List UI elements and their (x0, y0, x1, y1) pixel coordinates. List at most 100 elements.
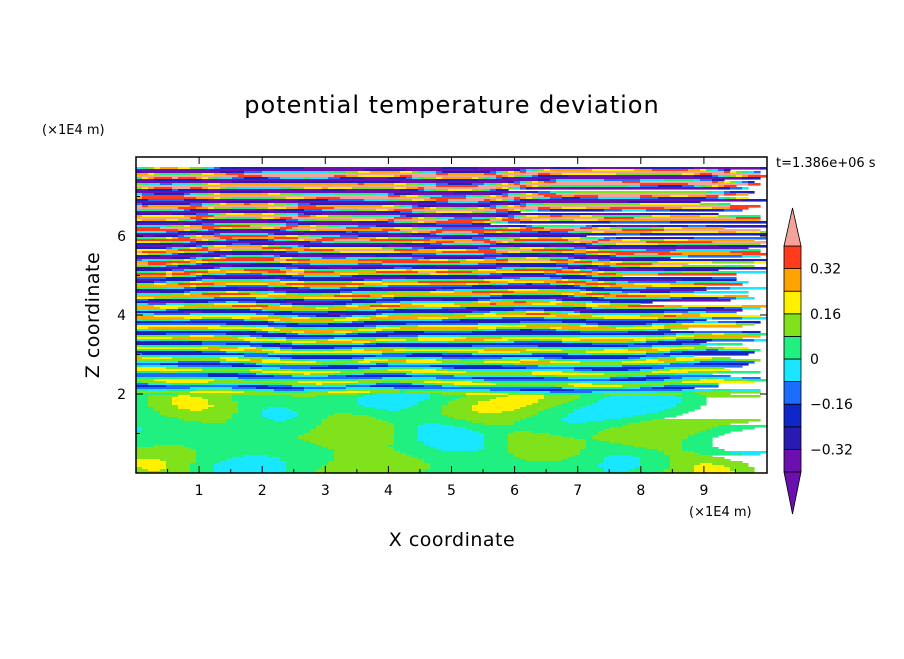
field-cell (724, 171, 731, 174)
field-cell (526, 301, 551, 304)
field-cell (478, 179, 539, 182)
field-cell (136, 273, 167, 276)
field-cell (280, 373, 305, 376)
field-cell (202, 291, 209, 294)
field-cell (538, 197, 551, 200)
field-cell (556, 405, 587, 408)
field-cell (574, 241, 581, 244)
field-cell (262, 409, 293, 412)
field-cell (640, 363, 659, 366)
field-cell (316, 215, 329, 218)
field-cell (520, 203, 527, 206)
field-cell (664, 323, 671, 326)
field-cell (664, 271, 683, 274)
field-cell (274, 335, 305, 338)
field-cell (682, 393, 701, 396)
field-cell (328, 389, 347, 392)
field-cell (580, 273, 587, 276)
field-cell (382, 279, 407, 282)
field-cell (664, 207, 683, 210)
field-cell (628, 387, 641, 390)
field-cell (640, 167, 653, 170)
field-cell (514, 211, 521, 214)
field-cell (184, 277, 203, 280)
field-cell (238, 239, 269, 242)
field-cell (136, 173, 149, 176)
field-cell (508, 451, 581, 454)
field-cell (340, 371, 413, 374)
field-cell (286, 293, 299, 296)
field-cell (556, 375, 617, 378)
field-cell (502, 253, 515, 256)
field-cell (304, 193, 335, 196)
field-cell (184, 209, 191, 212)
field-cell (406, 247, 413, 250)
field-cell (442, 357, 503, 360)
field-cell (652, 369, 659, 372)
field-cell (220, 239, 227, 242)
field-cell (148, 303, 167, 306)
field-cell (436, 185, 479, 188)
field-cell (730, 187, 743, 190)
field-cell (436, 201, 449, 204)
field-cell (256, 291, 263, 294)
field-cell (514, 253, 539, 256)
field-cell (664, 471, 695, 473)
field-cell (514, 175, 521, 178)
field-cell (376, 271, 419, 274)
field-cell (568, 313, 581, 316)
field-cell (442, 393, 467, 396)
field-cell (502, 175, 509, 178)
field-cell (520, 209, 527, 212)
field-cell (412, 375, 455, 378)
field-cell (370, 295, 383, 298)
field-cell (280, 347, 293, 350)
field-cell (496, 383, 569, 386)
field-cell (418, 221, 425, 224)
field-cell (754, 339, 767, 342)
field-cell (508, 241, 521, 244)
field-cell (400, 211, 413, 214)
field-cell (154, 173, 161, 176)
field-cell (640, 215, 653, 218)
field-cell (610, 265, 617, 268)
field-cell (544, 281, 557, 284)
field-cell (148, 265, 161, 268)
field-cell (196, 273, 203, 276)
field-cell (178, 307, 197, 310)
field-cell (232, 229, 263, 232)
field-cell (352, 303, 365, 306)
field-cell (280, 187, 293, 190)
field-cell (436, 199, 449, 202)
field-cell (334, 319, 359, 322)
field-cell (544, 181, 557, 184)
field-cell (418, 187, 425, 190)
field-cell (388, 195, 401, 198)
field-cell (430, 397, 461, 400)
field-cell (442, 171, 449, 174)
field-cell (598, 227, 611, 230)
field-cell (136, 203, 143, 206)
field-cell (430, 239, 473, 242)
field-cell (298, 437, 395, 440)
field-cell (466, 207, 479, 210)
field-cell (322, 465, 431, 468)
field-cell (640, 421, 749, 424)
field-cell (274, 257, 281, 260)
field-cell (262, 311, 293, 314)
field-cell (562, 197, 581, 200)
field-cell (334, 451, 401, 454)
field-cell (730, 225, 767, 228)
field-cell (364, 347, 383, 350)
field-cell (328, 461, 425, 464)
field-cell (670, 363, 695, 366)
field-cell (232, 365, 263, 368)
field-cell (226, 201, 269, 204)
field-cell (256, 217, 263, 220)
field-cell (148, 261, 191, 264)
field-cell (154, 269, 173, 272)
field-cell (556, 281, 587, 284)
field-cell (274, 327, 293, 330)
field-cell (544, 309, 563, 312)
field-cell (268, 357, 281, 360)
